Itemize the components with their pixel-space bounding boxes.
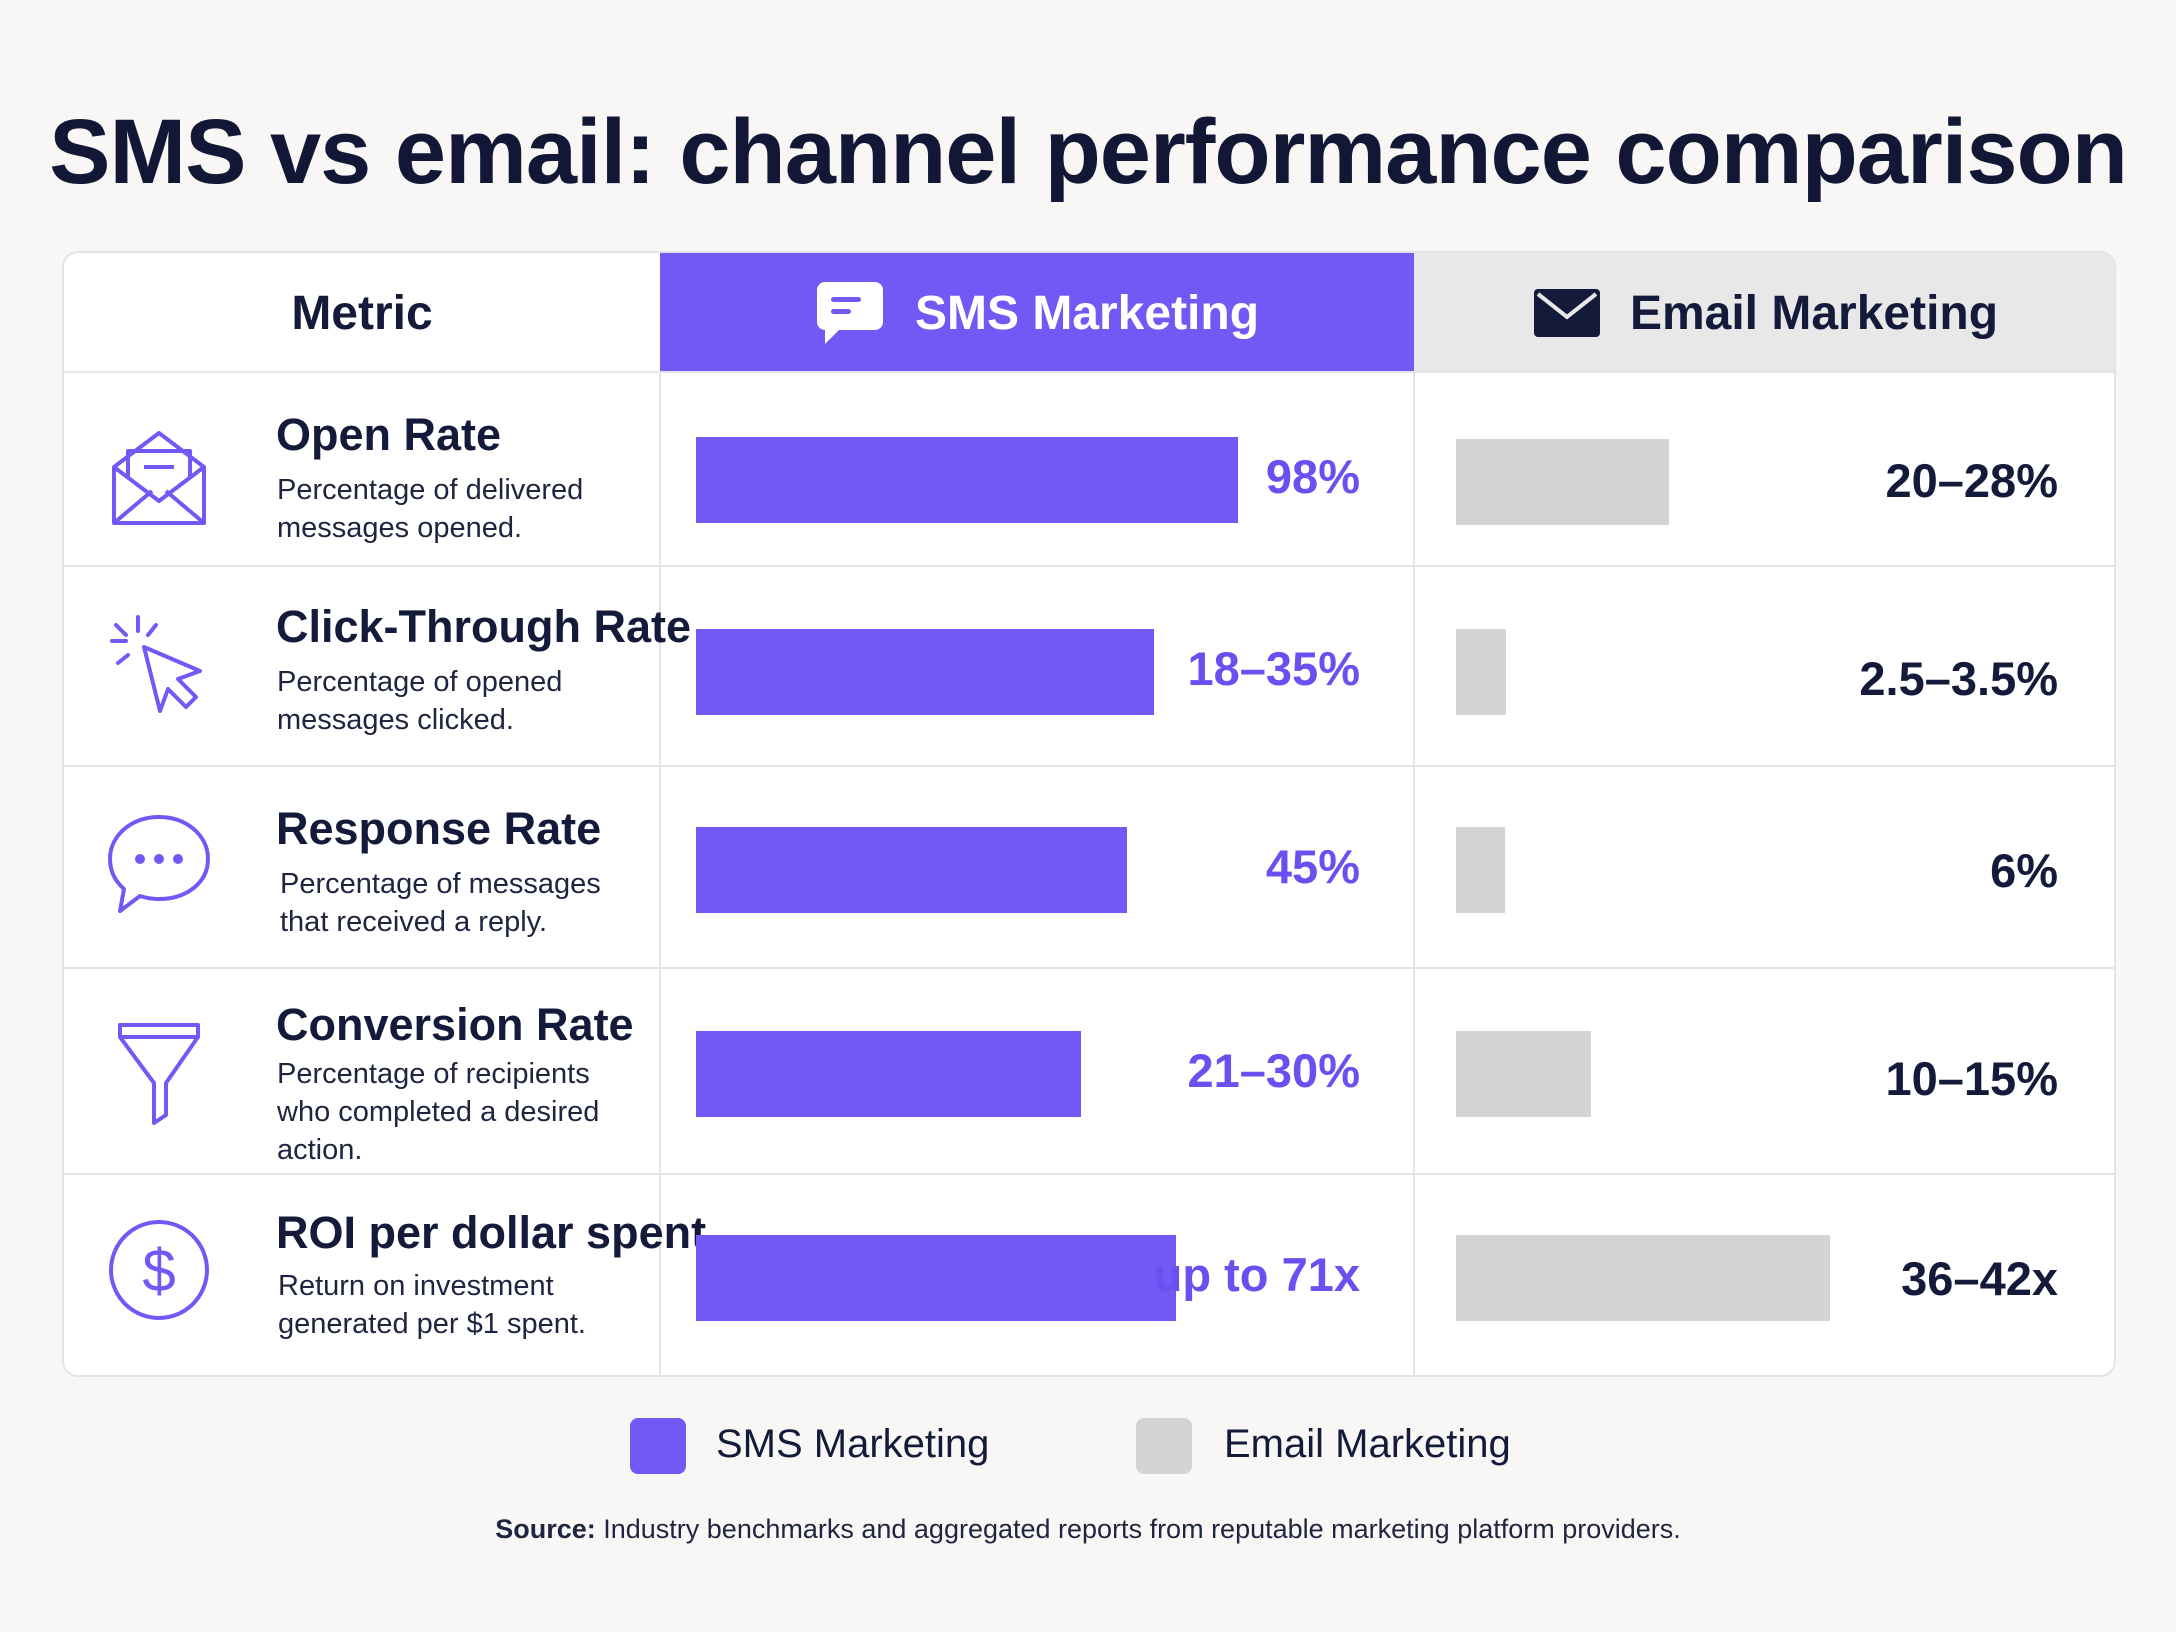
chat-bubble-icon [108,815,210,913]
source-label: Source: [495,1514,596,1544]
email-value: 2.5–3.5% [1859,652,2058,705]
funnel-icon [118,1023,200,1125]
svg-text:$: $ [142,1237,175,1304]
email-bar [1456,1235,1830,1321]
sms-bar [696,827,1127,913]
divider [64,765,2114,767]
metric-name: Response Rate [276,803,602,854]
divider [64,565,2114,567]
sms-value: 18–35% [1187,642,1361,695]
comparison-table: Metric SMS Marketing Email Marketing [62,251,2116,1377]
source-note: Source: Industry benchmarks and aggregat… [0,1514,2176,1545]
source-text: Industry benchmarks and aggregated repor… [603,1514,1681,1544]
sms-bar [696,629,1154,715]
header-metric-label: Metric [291,286,433,340]
metric-name: Open Rate [276,409,502,460]
envelope-icon [1533,289,1600,337]
legend-label-email: Email Marketing [1224,1422,1511,1466]
legend: SMS Marketing Email Marketing [0,1418,2176,1478]
metric-description: Percentage of delivered messages opened. [277,474,584,544]
metric-description: Percentage of messages that received a r… [280,868,601,938]
email-value: 36–42x [1901,1252,2058,1305]
page-title: SMS vs email: channel performance compar… [49,101,2128,203]
dollar-circle-icon: $ [109,1220,209,1320]
header-metric: Metric [64,253,660,373]
divider [64,967,2114,969]
email-bar [1456,439,1669,525]
metric-name: Click-Through Rate [276,601,692,652]
sms-bar [696,1235,1176,1321]
email-value: 10–15% [1885,1052,2059,1105]
divider [64,371,2114,373]
header-sms-label: SMS Marketing [914,286,1260,340]
email-value: 6% [1990,844,2058,897]
sms-bar [696,1031,1081,1117]
metric-description: Return on investment generated per $1 sp… [278,1270,586,1340]
sms-bar [696,437,1238,523]
header-sms: SMS Marketing [660,253,1414,373]
table-row: Click-Through Rate Percentage of opened … [64,567,2114,765]
cursor-click-icon [110,615,202,713]
email-bar [1456,827,1505,913]
metric-description: Percentage of recipients who completed a… [277,1058,600,1166]
table-row: Response Rate Percentage of messages tha… [64,767,2114,967]
header-email: Email Marketing [1414,253,2114,373]
metric-name: Conversion Rate [276,999,634,1050]
sms-value: up to 71x [1153,1248,1360,1301]
table-row: Open Rate Percentage of delivered messag… [64,373,2114,565]
header-email-label: Email Marketing [1629,286,1999,340]
sms-value: 98% [1265,450,1360,503]
email-bar [1456,629,1506,715]
email-value: 20–28% [1885,454,2059,507]
metric-description: Percentage of opened messages clicked. [277,666,563,736]
sms-chat-icon [816,282,883,344]
envelope-open-icon [112,431,206,525]
legend-swatch-email [1136,1418,1192,1474]
divider [659,373,661,1375]
email-bar [1456,1031,1591,1117]
sms-value: 21–30% [1187,1044,1361,1097]
table-row: $ ROI per dollar spent Return on investm… [64,1175,2114,1375]
sms-value: 45% [1265,840,1360,893]
metric-name: ROI per dollar spent [276,1207,707,1258]
divider [1413,373,1415,1375]
table-row: Conversion Rate Percentage of recipients… [64,969,2114,1173]
divider [64,1173,2114,1175]
legend-label-sms: SMS Marketing [716,1422,990,1466]
legend-swatch-sms [630,1418,686,1474]
